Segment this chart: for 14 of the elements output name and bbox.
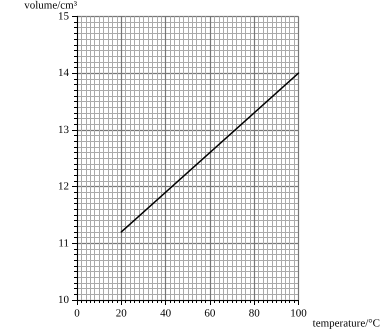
y-tick-label: 15 xyxy=(58,10,70,22)
x-tick-label: 80 xyxy=(248,308,260,320)
x-tick-label: 40 xyxy=(160,308,172,320)
y-tick-label: 13 xyxy=(58,124,70,136)
x-tick-label: 20 xyxy=(116,308,128,320)
x-tick-label: 0 xyxy=(74,308,80,320)
x-axis-title: temperature/°C xyxy=(312,318,380,330)
y-tick-label: 11 xyxy=(58,237,69,250)
x-tick-label: 100 xyxy=(290,308,308,320)
y-axis-title: volume/cm³ xyxy=(24,0,78,12)
y-tick-label: 12 xyxy=(58,180,69,193)
y-tick-label: 10 xyxy=(58,294,70,306)
x-tick-label: 60 xyxy=(204,308,216,320)
y-tick-label: 14 xyxy=(58,67,70,80)
